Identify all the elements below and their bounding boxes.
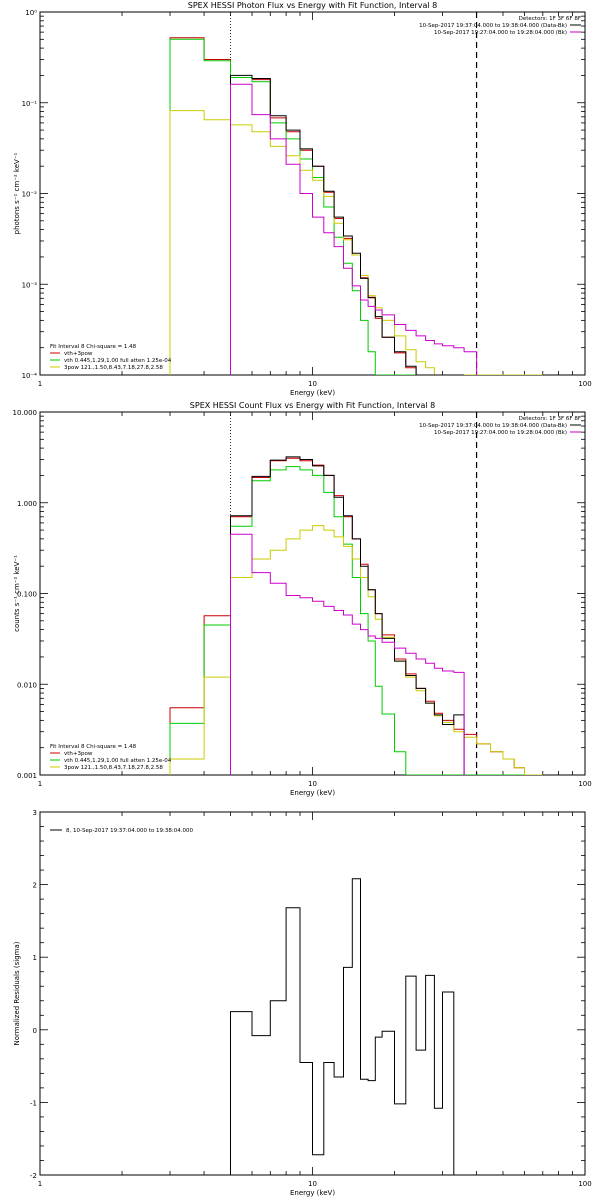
fit-label: Fit Interval 8 Chi-square = 1.48	[50, 744, 137, 750]
y-tick-label: 10⁻²	[22, 191, 38, 199]
series-group	[169, 456, 543, 775]
y-tick-label: 1	[33, 954, 37, 962]
info-line: 10-Sep-2017 19:37:04.000 to 19:38:04.000…	[419, 23, 567, 29]
chart-panel-1: 1 10 100 10⁻⁴ 10⁻³ 10⁻² 10⁻¹ 10⁰ Energy (keV) pho…	[13, 1, 592, 397]
fit-label: Fit Interval 8 Chi-square = 1.48	[50, 344, 137, 350]
x-tick-label: 10	[308, 1180, 317, 1188]
y-axis-label: counts s⁻¹ cm⁻² keV⁻¹	[13, 555, 21, 632]
y-tick-label: -2	[30, 1172, 37, 1180]
series-line-bk	[230, 533, 465, 775]
y-axis-label: photons s⁻¹ cm⁻² keV⁻¹	[13, 152, 21, 234]
series-line-data-bk	[230, 74, 465, 375]
info-line: Detectors: 1F 3F 6F 8F	[519, 16, 581, 22]
y-tick-label: 10⁰	[25, 9, 37, 17]
y-tick-label: 1.000	[17, 500, 37, 508]
x-axis-label: Energy (keV)	[290, 1189, 335, 1197]
x-tick-label: 1	[38, 1180, 42, 1188]
x-tick-label: 1	[38, 780, 42, 788]
legend-label: vth+3pow	[64, 751, 93, 757]
chart-panel-2: 1 10 100 0.001 0.010 0.100 1.000 10.000 Energy (…	[13, 401, 592, 797]
y-tick-label: 0.100	[17, 591, 37, 599]
x-tick-label: 10	[308, 380, 317, 388]
legend-label: vth 0.445,1.29,1.00 full atten 1.25e-04	[64, 758, 172, 764]
legend-label: 8, 10-Sep-2017 19:37:04.000 to 19:38:04.…	[66, 828, 193, 834]
chart-panel-3: 1 10 100 -2 -1 0 1 2 3 Energy (keV) Normalized Res…	[13, 809, 592, 1197]
series-group	[169, 37, 543, 375]
series-line-vth-3pow	[169, 457, 543, 775]
series-group	[230, 878, 455, 1175]
info-line: 10-Sep-2017 19:27:04.000 to 19:28:04.000…	[434, 30, 567, 36]
x-tick-label: 10	[308, 780, 317, 788]
y-tick-label: 10⁻¹	[22, 100, 38, 108]
series-line-8-10-sep-2017-19-37-04-000-to-19-38-04-000	[230, 878, 455, 1175]
series-line-vth-3pow	[169, 37, 543, 375]
series-line-3pow	[169, 525, 543, 775]
info-line: 10-Sep-2017 19:37:04.000 to 19:38:04.000…	[419, 423, 567, 429]
chart-title: SPEX HESSI Photon Flux vs Energy with Fi…	[188, 1, 438, 10]
info-line: 10-Sep-2017 19:27:04.000 to 19:28:04.000…	[434, 430, 567, 436]
x-tick-label: 1	[38, 380, 42, 388]
y-tick-label: 0.010	[17, 681, 37, 689]
series-line-vth	[169, 466, 543, 775]
y-axis-label: Normalized Residuals (sigma)	[13, 941, 21, 1045]
y-tick-label: -1	[30, 1099, 37, 1107]
series-line-data-bk	[230, 456, 465, 775]
y-tick-label: 0	[33, 1027, 37, 1035]
plot-frame	[39, 411, 586, 776]
series-line-3pow	[169, 110, 543, 375]
y-tick-label: 10⁻³	[22, 281, 38, 289]
y-tick-label: 3	[33, 809, 37, 817]
legend-label: vth+3pow	[64, 351, 93, 357]
legend-label: 3pow 121.,1.50,8.43,7.18,27.8,2.58	[64, 365, 163, 371]
x-axis-label: Energy (keV)	[290, 389, 335, 397]
chart-title: SPEX HESSI Count Flux vs Energy with Fit…	[190, 401, 435, 410]
series-line-bk	[230, 83, 478, 375]
y-tick-label: 2	[33, 882, 37, 890]
legend-label: vth 0.445,1.29,1.00 full atten 1.25e-04	[64, 358, 172, 364]
x-tick-label: 100	[578, 380, 591, 388]
x-axis-label: Energy (keV)	[290, 789, 335, 797]
y-tick-label: 10⁻⁴	[22, 372, 38, 380]
x-tick-label: 100	[578, 1180, 591, 1188]
y-tick-label: 0.001	[17, 772, 37, 780]
y-tick-label: 10.000	[13, 409, 38, 417]
info-line: Detectors: 1F 3F 6F 8F	[519, 416, 581, 422]
x-tick-label: 100	[578, 780, 591, 788]
legend-label: 3pow 121.,1.50,8.43,7.18,27.8,2.58	[64, 765, 163, 771]
series-line-vth	[169, 38, 543, 375]
